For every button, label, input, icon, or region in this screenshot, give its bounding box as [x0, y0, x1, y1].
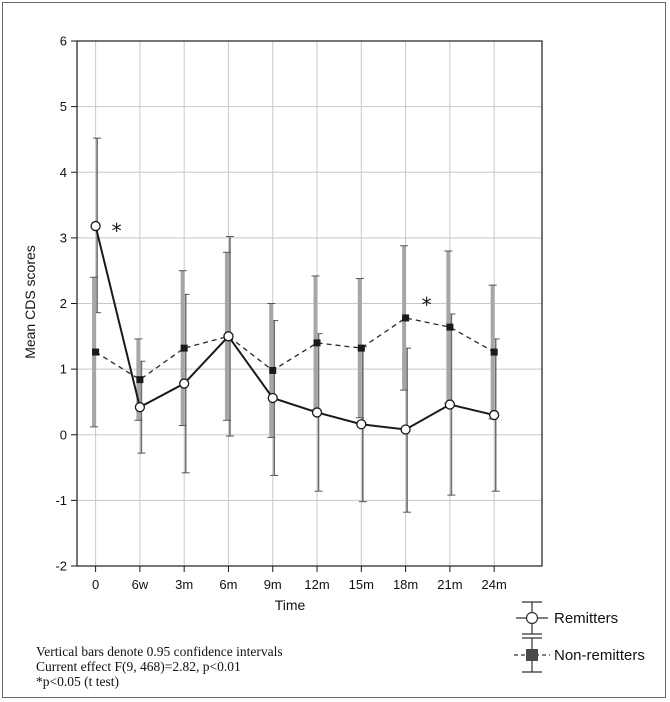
y-tick-label: 1	[60, 362, 67, 377]
significance-note: *p<0.05 (t test)	[36, 674, 119, 689]
marker-remitters	[444, 399, 456, 410]
y-tick-label: 2	[60, 296, 67, 311]
marker-remitters	[134, 402, 146, 413]
series-lines	[94, 225, 495, 431]
x-tick-label: 12m	[304, 577, 329, 592]
x-tick-label: 6w	[132, 577, 149, 592]
legend-label-non-remitters: Non-remitters	[554, 647, 645, 664]
marker-remitters	[356, 419, 367, 430]
x-tick-label: 18m	[393, 577, 418, 592]
y-tick-label: 0	[60, 427, 67, 442]
axis-ticks	[71, 40, 495, 572]
significance-asterisk: *	[112, 219, 122, 243]
marker-remitters	[400, 424, 411, 435]
grid	[77, 41, 542, 566]
marker-non-remitters	[446, 323, 454, 331]
series-line-remitters	[94, 225, 495, 431]
marker-non-remitters	[357, 344, 365, 352]
y-tick-label: 6	[60, 34, 67, 49]
legend-key-remitters	[516, 601, 548, 635]
marker-non-remitters	[92, 348, 100, 356]
effect-note: Current effect F(9, 468)=2.82, p<0.01	[36, 659, 241, 674]
x-tick-label: 9m	[264, 577, 282, 592]
y-tick-label: 5	[60, 99, 67, 114]
x-axis-label: Time	[275, 597, 306, 613]
series-line-non-remitters	[95, 317, 495, 381]
marker-non-remitters	[402, 314, 410, 322]
legend-label-remitters: Remitters	[554, 610, 619, 627]
marker-remitters	[311, 407, 323, 418]
series-markers	[90, 220, 500, 435]
legend-key	[514, 601, 550, 673]
ci-note: Vertical bars denote 0.95 confidence int…	[36, 644, 283, 659]
legend: Remitters Non-remitters	[512, 600, 668, 674]
marker-non-remitters	[313, 339, 321, 347]
y-axis-label: Mean CDS scores	[22, 245, 38, 359]
y-tick-label: -2	[55, 559, 67, 574]
y-tick-label: 4	[60, 165, 67, 180]
x-tick-label: 3m	[175, 577, 193, 592]
marker-non-remitters	[490, 348, 498, 356]
marker-non-remitters	[136, 376, 144, 384]
significance-asterisk: *	[422, 293, 432, 317]
marker-non-remitters	[269, 366, 277, 374]
marker-remitters	[90, 220, 101, 232]
marker-remitters	[179, 378, 190, 389]
x-tick-label: 21m	[437, 577, 462, 592]
marker-remitters	[267, 392, 278, 404]
tick-labels: -2 -1 0 1 2 3 4 5 6 0 6w 3m 6m 9m 12m 15m 18m 21m 24m * *	[55, 34, 506, 593]
marker-remitters	[489, 409, 500, 421]
marker-non-remitters	[180, 344, 188, 352]
error-bars	[90, 137, 500, 513]
y-tick-label: 3	[60, 230, 67, 245]
x-tick-label: 0	[92, 577, 99, 592]
y-tick-label: -1	[55, 493, 67, 508]
x-tick-label: 15m	[349, 577, 374, 592]
legend-key-non-remitters	[514, 637, 550, 673]
chart-notes: Vertical bars denote 0.95 confidence int…	[36, 644, 283, 689]
x-tick-label: 6m	[219, 577, 237, 592]
marker-remitters	[223, 331, 234, 342]
x-tick-label: 24m	[482, 577, 507, 592]
